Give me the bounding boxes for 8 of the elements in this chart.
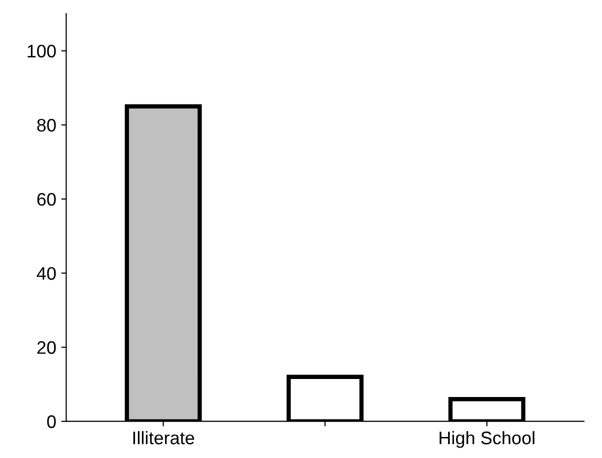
y-tick-label: 20 — [37, 341, 56, 354]
x-tick-label: Illiterate — [133, 431, 194, 444]
y-tick-label: 80 — [37, 118, 56, 132]
y-tick-label: 100 — [28, 44, 56, 58]
y-tick-label: 0 — [47, 415, 56, 428]
y-tick-label: 40 — [36, 267, 56, 280]
y-tick-label: 60 — [37, 192, 56, 206]
x-tick-label: High School — [440, 431, 534, 448]
